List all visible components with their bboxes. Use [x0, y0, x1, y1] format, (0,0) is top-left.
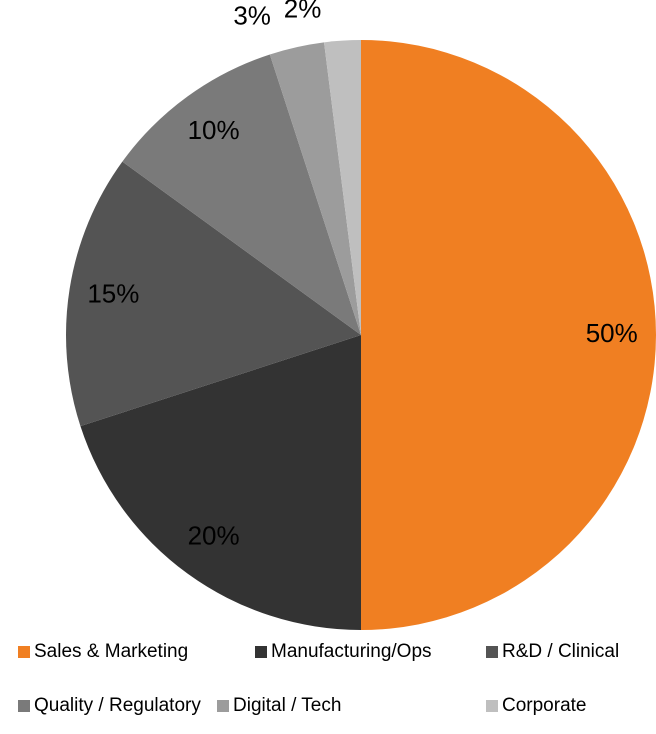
slice-label: 20%: [188, 521, 240, 551]
legend-swatch: [486, 646, 498, 658]
legend-swatch: [255, 646, 267, 658]
legend-swatch: [217, 700, 229, 712]
legend-label: R&D / Clinical: [502, 641, 619, 662]
pie-slice: [80, 335, 361, 630]
slice-label: 50%: [586, 318, 638, 348]
legend-label: Sales & Marketing: [34, 641, 188, 662]
legend-swatch: [486, 700, 498, 712]
pie-slice: [324, 40, 361, 335]
legend-label: Digital / Tech: [233, 695, 341, 716]
pie-slice: [122, 54, 361, 336]
legend-label: Manufacturing/Ops: [271, 641, 432, 662]
legend-swatch: [18, 646, 30, 658]
slice-label: 2%: [284, 0, 322, 24]
slice-label: 3%: [233, 1, 271, 31]
legend-swatch: [18, 700, 30, 712]
slice-label: 10%: [188, 115, 240, 145]
pie-slice: [65, 161, 361, 427]
pie-slice: [361, 40, 656, 630]
legend-label: Corporate: [502, 695, 587, 716]
legend-label: Quality / Regulatory: [34, 695, 201, 716]
pie-slice: [269, 42, 361, 335]
slice-label: 15%: [87, 279, 139, 309]
